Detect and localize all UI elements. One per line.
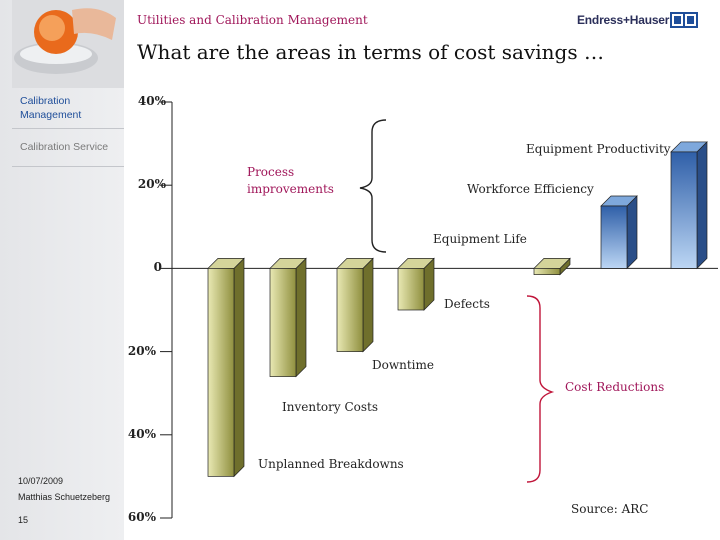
improvement-bracket — [359, 119, 387, 253]
bar — [269, 257, 307, 378]
y-tick-label: 20% — [137, 177, 166, 192]
category-label: Equipment Life — [433, 232, 527, 246]
sidebar-divider — [12, 166, 124, 167]
category-label: Downtime — [372, 358, 434, 372]
header-photo — [12, 0, 124, 88]
chart-source: Source: ARC — [571, 502, 649, 516]
y-tick-label: 20% — [127, 343, 156, 358]
sidebar-item-calibration-management[interactable]: Calibration Management — [20, 95, 82, 121]
bar — [207, 257, 245, 478]
category-label: Unplanned Breakdowns — [258, 457, 404, 471]
bar — [533, 257, 571, 276]
bar — [336, 257, 374, 353]
brand-logo-icon — [670, 12, 698, 28]
category-label: Equipment Productivity — [526, 142, 671, 156]
footer-author: Matthias Schuetzeberg — [18, 492, 111, 502]
slide-title: What are the areas in terms of cost savi… — [137, 40, 604, 64]
sidebar-divider — [12, 128, 124, 129]
y-tick-label: 40% — [137, 94, 166, 108]
category-label: Workforce Efficiency — [467, 182, 594, 196]
footer-date: 10/07/2009 — [18, 476, 64, 486]
category-label: Inventory Costs — [282, 400, 378, 414]
y-tick-label: 0 — [153, 260, 162, 275]
category-label: Defects — [444, 297, 490, 311]
bar — [670, 141, 708, 270]
footer-page-number: 15 — [18, 515, 29, 525]
bar — [600, 195, 638, 270]
annotation-cost-reductions: Cost Reductions — [565, 380, 665, 394]
sidebar — [0, 0, 124, 540]
cost-reduction-bracket — [526, 295, 555, 483]
y-tick-label: 40% — [127, 426, 156, 441]
sidebar-item-calibration-service[interactable]: Calibration Service — [20, 141, 109, 153]
brand-logo: Endress+Hauser — [577, 13, 670, 27]
annotation-process-improvements: Process improvements — [247, 165, 334, 196]
section-title: Utilities and Calibration Management — [137, 13, 368, 27]
bar — [397, 257, 435, 311]
y-tick-label: 60% — [127, 510, 156, 524]
